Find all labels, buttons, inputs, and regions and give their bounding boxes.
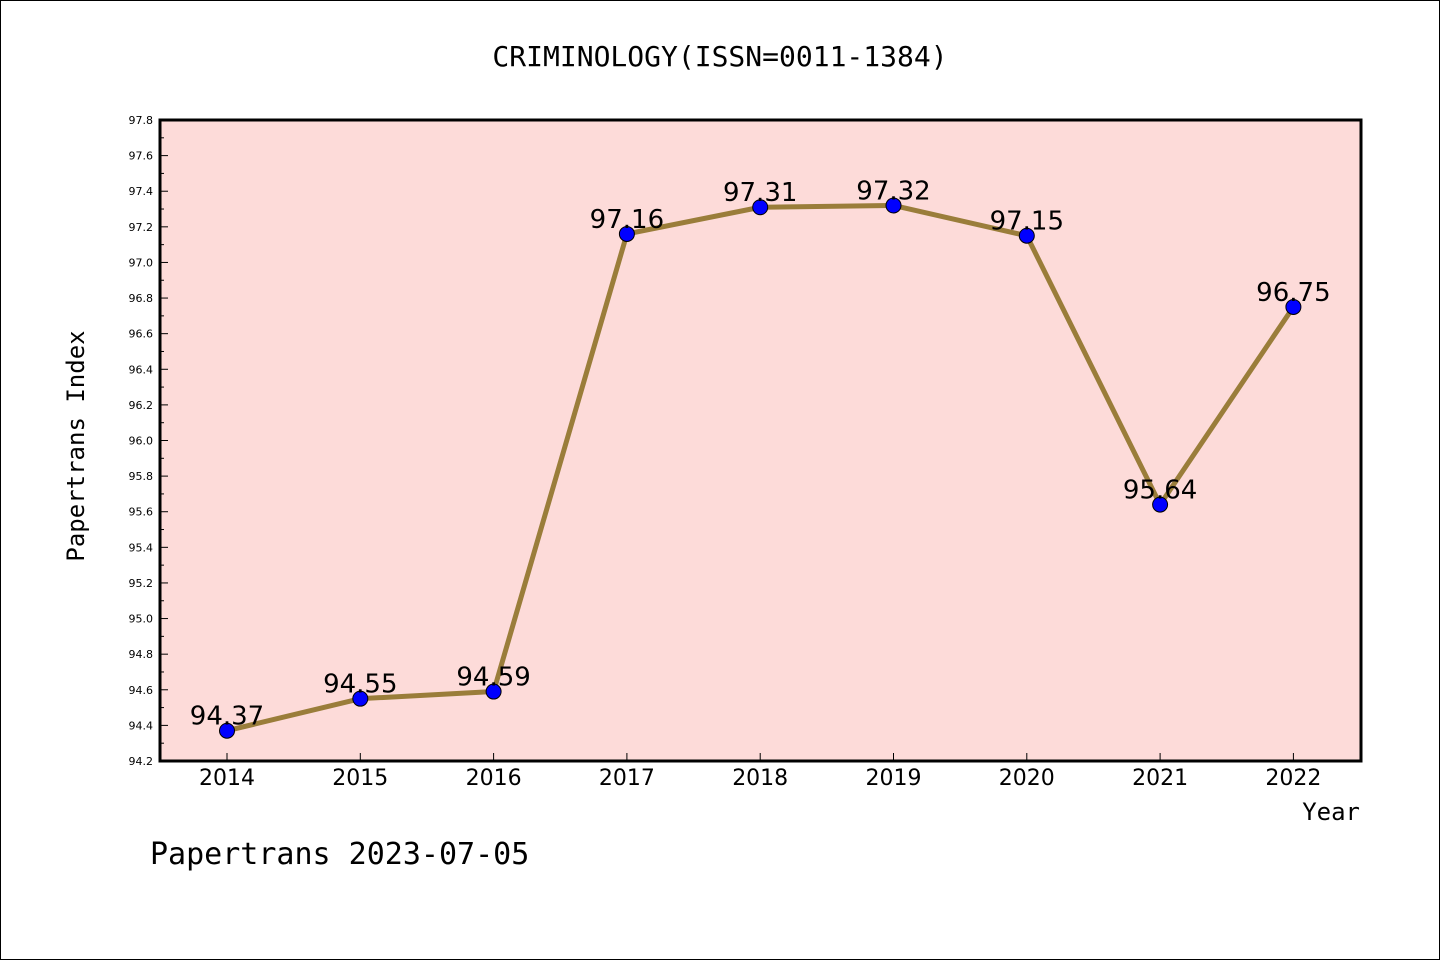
data-label: 97.32 <box>856 176 930 206</box>
data-point-marker <box>618 225 635 242</box>
data-point-marker <box>752 199 769 216</box>
y-tick-label: 94.8 <box>129 648 154 661</box>
x-tick-label: 2017 <box>599 766 655 791</box>
y-tick-label: 97.8 <box>129 114 154 127</box>
y-tick-label: 97.4 <box>129 185 154 198</box>
y-tick-label: 96.2 <box>129 399 154 412</box>
y-tick-label: 97.2 <box>129 221 154 234</box>
data-label: 95.64 <box>1123 476 1197 506</box>
y-tick-label: 94.6 <box>129 684 154 697</box>
data-point-marker <box>1285 298 1302 315</box>
plot-area <box>158 118 1363 763</box>
data-label: 96.75 <box>1256 278 1330 308</box>
x-tick-label: 2019 <box>866 766 922 791</box>
y-tick-label: 95.0 <box>129 613 154 626</box>
y-tick-label: 95.2 <box>129 577 154 590</box>
x-tick-label: 2015 <box>332 766 388 791</box>
data-point-marker <box>1152 496 1169 513</box>
data-point-marker <box>885 197 902 214</box>
x-tick-label: 2014 <box>199 766 255 791</box>
data-point-marker <box>485 683 502 700</box>
y-tick-label: 96.0 <box>129 435 154 448</box>
y-tick-label: 96.6 <box>129 328 154 341</box>
chart-title: CRIMINOLOGY(ISSN=0011-1384) <box>492 40 947 73</box>
data-labels-group: 94.37 94.55 94.59 97.16 97.31 97.32 97.15 95.64… <box>190 176 1331 731</box>
x-axis-label: Year <box>1302 798 1360 826</box>
data-label: 94.37 <box>190 702 264 732</box>
y-tick-label: 97.6 <box>129 150 154 163</box>
data-point-marker <box>352 690 369 707</box>
x-tick-label: 2018 <box>732 766 788 791</box>
y-tick-label: 95.4 <box>129 541 154 554</box>
y-tick-label: 95.8 <box>129 470 154 483</box>
y-axis: 94.2 94.4 94.6 94.8 95.0 95.2 95.4 95.6 95.8 96.0… <box>129 114 168 768</box>
y-tick-label: 94.2 <box>129 755 154 768</box>
y-tick-label: 96.8 <box>129 292 154 305</box>
data-point-marker <box>1018 227 1035 244</box>
x-tick-label: 2020 <box>999 766 1055 791</box>
data-label: 94.55 <box>323 670 397 700</box>
data-label: 94.59 <box>456 663 530 693</box>
data-label: 97.15 <box>990 207 1064 237</box>
x-axis: 2014 2015 2016 2017 2018 2019 2020 2021 2022 <box>199 753 1321 791</box>
y-tick-label: 96.4 <box>129 363 154 376</box>
data-point-marker <box>219 722 235 739</box>
x-tick-label: 2021 <box>1132 766 1188 791</box>
data-label: 97.16 <box>590 205 664 235</box>
data-label: 97.31 <box>723 178 797 208</box>
x-tick-label: 2022 <box>1265 766 1321 791</box>
markers-group <box>219 197 1302 739</box>
x-tick-label: 2016 <box>466 766 522 791</box>
y-tick-label: 94.4 <box>129 719 154 732</box>
y-tick-label: 97.0 <box>129 256 154 269</box>
y-tick-label: 95.6 <box>129 506 154 519</box>
footer-text: Papertrans 2023-07-05 <box>150 837 529 872</box>
y-axis-label: Papertrans Index <box>62 330 90 561</box>
